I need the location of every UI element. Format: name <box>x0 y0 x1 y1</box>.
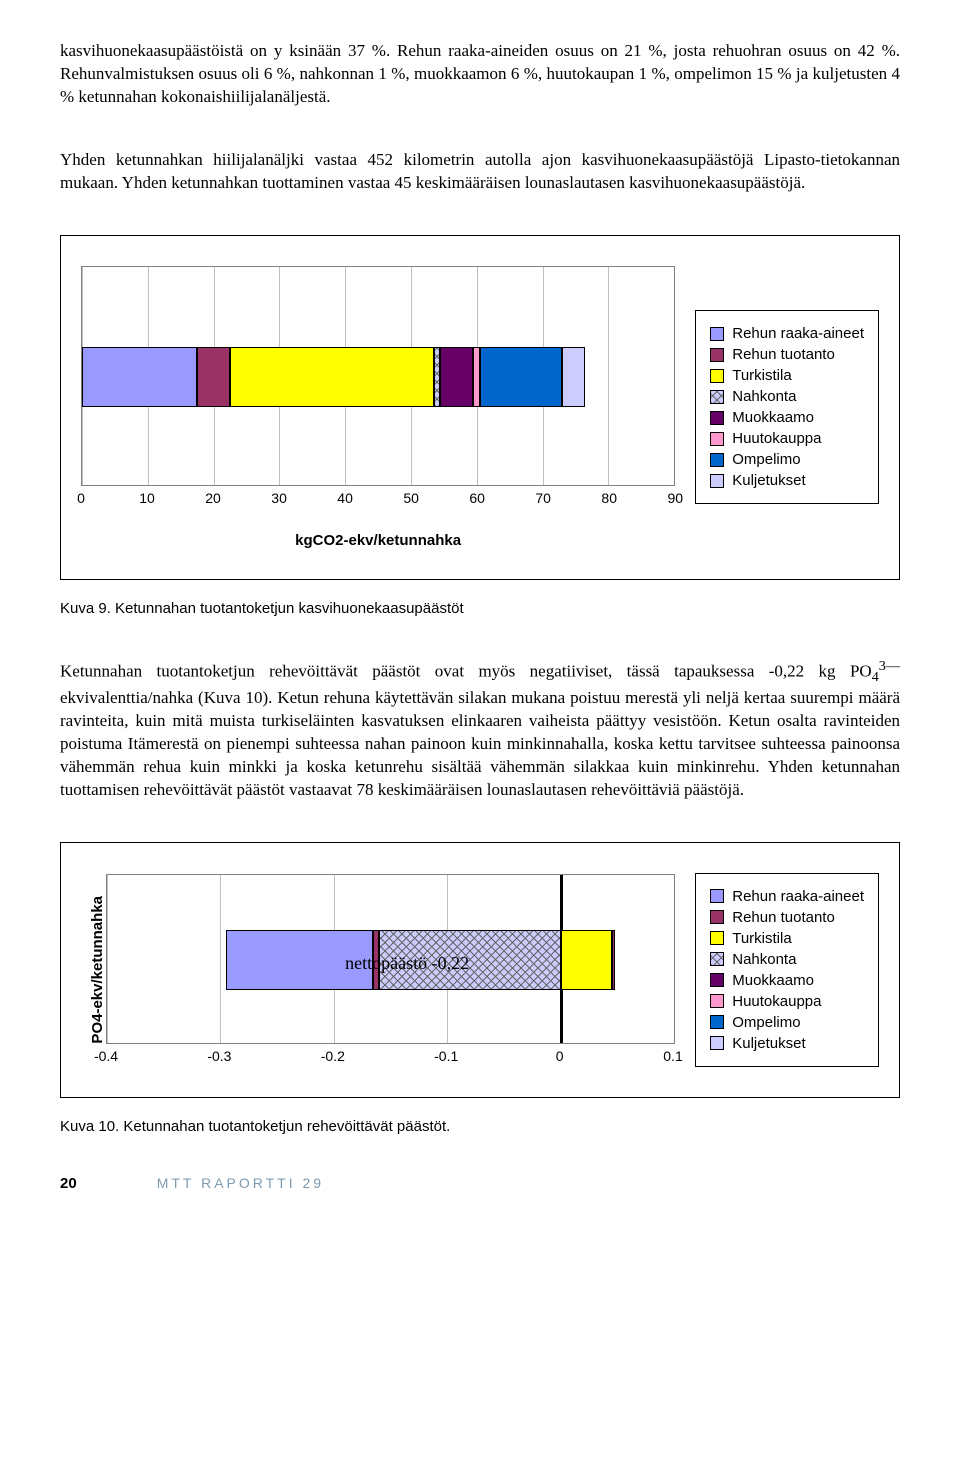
footer-text: MTT RAPORTTI 29 <box>157 1175 324 1191</box>
tick-label: 0 <box>556 1048 564 1064</box>
legend-row: Rehun tuotanto <box>710 346 864 363</box>
legend-row: Turkistila <box>710 367 864 384</box>
bar-segment <box>561 930 612 990</box>
legend-label: Ompelimo <box>732 1014 800 1031</box>
legend-row: Turkistila <box>710 930 864 947</box>
legend-label: Huutokauppa <box>732 993 821 1010</box>
tick-label: 0.1 <box>663 1048 682 1064</box>
bar-segment <box>230 347 434 407</box>
bar-segment <box>82 347 197 407</box>
tick-label: 30 <box>271 490 287 506</box>
legend-label: Kuljetukset <box>732 472 805 489</box>
tick-label: -0.3 <box>207 1048 231 1064</box>
chart-2-x-axis: -0.4-0.3-0.2-0.100.1 <box>106 1048 675 1066</box>
legend-swatch <box>710 327 724 341</box>
legend-swatch <box>710 369 724 383</box>
body-paragraph-3: Ketunnahan tuotantoketjun rehevöittävät … <box>60 657 900 802</box>
chart-2-caption: Kuva 10. Ketunnahan tuotantoketjun rehev… <box>60 1118 900 1135</box>
legend-row: Rehun raaka-aineet <box>710 888 864 905</box>
tick-label: 50 <box>403 490 419 506</box>
tick-label: 60 <box>469 490 485 506</box>
legend-row: Rehun raaka-aineet <box>710 325 864 342</box>
legend-label: Nahkonta <box>732 388 796 405</box>
tick-label: -0.4 <box>94 1048 118 1064</box>
legend-swatch <box>710 952 724 966</box>
legend-row: Ompelimo <box>710 451 864 468</box>
body-paragraph-1: kasvihuonekaasupäästöistä on y ksinään 3… <box>60 40 900 109</box>
chart-1-container: 0 10 20 30 40 50 60 70 80 90 kgCO2-ekv/ketunnahka… <box>60 235 900 580</box>
legend-label: Muokkaamo <box>732 972 814 989</box>
tick-label: 90 <box>667 490 683 506</box>
legend-row: Kuljetukset <box>710 472 864 489</box>
tick-label: 40 <box>337 490 353 506</box>
legend-label: Turkistila <box>732 930 791 947</box>
legend-swatch <box>710 931 724 945</box>
chart-legend: Rehun raaka-aineet Rehun tuotanto Turkisti… <box>695 310 879 504</box>
tick-label: -0.2 <box>321 1048 345 1064</box>
legend-row: Huutokauppa <box>710 430 864 447</box>
legend-row: Rehun tuotanto <box>710 909 864 926</box>
legend-row: Nahkonta <box>710 951 864 968</box>
po4-subscript: 4 <box>872 669 879 685</box>
legend-label: Rehun raaka-aineet <box>732 888 864 905</box>
legend-swatch <box>710 474 724 488</box>
tick-label: 10 <box>139 490 155 506</box>
legend-row: Huutokauppa <box>710 993 864 1010</box>
chart-2-container: PO4-ekv/ketunnahka nettopäästö -0,22 -0.… <box>60 842 900 1098</box>
legend-row: Muokkaamo <box>710 972 864 989</box>
chart-2-legend: Rehun raaka-aineet Rehun tuotanto Turkisti… <box>695 873 879 1067</box>
legend-row: Ompelimo <box>710 1014 864 1031</box>
legend-swatch <box>710 390 724 404</box>
tick-label: -0.1 <box>434 1048 458 1064</box>
legend-swatch <box>710 889 724 903</box>
chart-1-x-title: kgCO2-ekv/ketunnahka <box>81 532 675 549</box>
bar-segment <box>612 930 615 990</box>
legend-label: Rehun tuotanto <box>732 346 835 363</box>
chart-2-plot: nettopäästö -0,22 <box>106 874 675 1044</box>
tick-label: 0 <box>77 490 85 506</box>
page-footer: 20 MTT RAPORTTI 29 <box>60 1175 900 1192</box>
legend-label: Turkistila <box>732 367 791 384</box>
tick-label: 70 <box>535 490 551 506</box>
legend-swatch <box>710 348 724 362</box>
tick-label: 80 <box>601 490 617 506</box>
para3-part-a: Ketunnahan tuotantoketjun rehevöittävät … <box>60 661 872 680</box>
legend-swatch <box>710 411 724 425</box>
bar-segment <box>480 347 562 407</box>
bar-segment <box>440 347 473 407</box>
bar-segment <box>562 347 585 407</box>
legend-label: Muokkaamo <box>732 409 814 426</box>
legend-row: Kuljetukset <box>710 1035 864 1052</box>
legend-swatch <box>710 453 724 467</box>
legend-label: Ompelimo <box>732 451 800 468</box>
chart-1-plot <box>81 266 675 486</box>
chart-2-annotation: nettopäästö -0,22 <box>345 953 469 974</box>
chart-1-caption: Kuva 9. Ketunnahan tuotantoketjun kasvih… <box>60 600 900 617</box>
legend-label: Rehun tuotanto <box>732 909 835 926</box>
tick-label: 20 <box>205 490 221 506</box>
chart-1-bar <box>82 347 585 407</box>
legend-row: Muokkaamo <box>710 409 864 426</box>
legend-swatch <box>710 994 724 1008</box>
chart-1-x-axis: 0102030405060708090 <box>81 490 675 508</box>
legend-label: Kuljetukset <box>732 1035 805 1052</box>
legend-swatch <box>710 1015 724 1029</box>
legend-swatch <box>710 973 724 987</box>
chart-2-y-title: PO4-ekv/ketunnahka <box>81 896 106 1044</box>
para3-part-b: ekvivalenttia/nahka (Kuva 10). Ketun reh… <box>60 688 900 799</box>
page-number: 20 <box>60 1175 77 1192</box>
po4-superscript: 3— <box>879 658 900 674</box>
legend-row: Nahkonta <box>710 388 864 405</box>
body-paragraph-2: Yhden ketunnahkan hiilijalanäljki vastaa… <box>60 149 900 195</box>
legend-label: Nahkonta <box>732 951 796 968</box>
bar-segment <box>197 347 230 407</box>
legend-label: Rehun raaka-aineet <box>732 325 864 342</box>
legend-swatch <box>710 910 724 924</box>
legend-swatch <box>710 1036 724 1050</box>
legend-swatch <box>710 432 724 446</box>
legend-label: Huutokauppa <box>732 430 821 447</box>
